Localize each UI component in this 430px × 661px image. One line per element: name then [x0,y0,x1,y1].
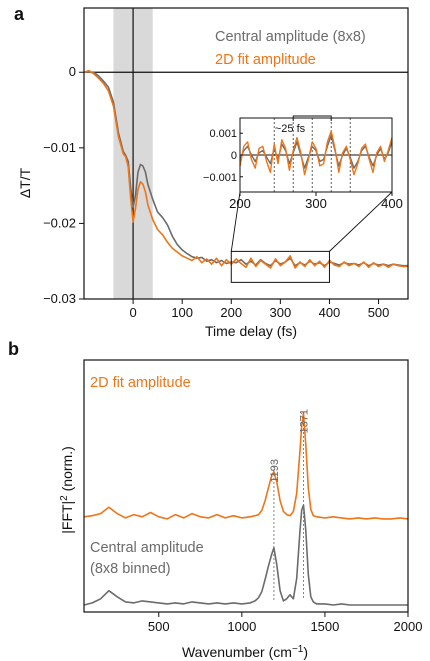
y-tick-label: −0.02 [43,215,76,230]
inset-x-tick-label: 200 [229,196,251,211]
label-2d-fit-amplitude: 2D fit amplitude [90,375,191,391]
legend-2d-fit-amplitude: 2D fit amplitude [215,52,316,68]
panel-b-ylabel: |FFT|2 (norm.) [59,446,76,534]
panel-label-b: b [8,339,19,359]
x-tick-label: 200 [220,305,242,320]
panel-a-xlabel: Time delay (fs) [205,323,297,339]
legend-central-amplitude: Central amplitude (8x8) [215,29,366,45]
x-tick-label-b: 1500 [310,619,339,634]
x-tick-label-b: 1000 [227,619,256,634]
x-tick-label: 300 [270,305,292,320]
inset-period-annotation: ~25 fs [275,123,306,135]
inset-x-tick-label: 400 [381,196,403,211]
peak-label: 1193 [269,459,281,483]
x-tick-label: 100 [171,305,193,320]
x-tick-label-b: 2000 [394,619,423,634]
y-tick-label: 0 [69,64,76,79]
peak-label: 1371 [298,409,310,433]
fft-line-central [83,504,408,606]
fft-line-fit [83,412,409,520]
x-tick-label-b: 500 [148,619,170,634]
inset-y-tick-label: −0.001 [203,172,237,184]
plot-frame-b [83,359,409,613]
plot-frame [83,7,409,300]
zoom-connector-left [230,191,241,252]
inset-y-tick-label: 0.001 [209,128,237,140]
panel-label-a: a [14,4,25,24]
panel-b-xlabel: Wavenumber (cm−1) [182,644,308,661]
zoom-connector-right [329,191,393,252]
zoom-box [230,250,330,283]
series-line-fit [83,69,408,269]
x-tick-label: 400 [319,305,341,320]
inset-y-tick-label: 0 [231,150,237,162]
x-tick-label: 0 [129,305,136,320]
panel-a-ylabel: ΔT/T [17,167,33,198]
panel-b-chart: 1193 1371 500 1000 1500 2000 [83,359,423,634]
panel-a-chart: 0 100 200 300 400 500 0 −0.01 −0.02 −0.03 200 300 40… [43,7,409,320]
y-tick-label: −0.03 [43,291,76,306]
y-tick-label: −0.01 [43,140,76,155]
label-central-amplitude: Central amplitude [90,540,204,556]
label-central-binned: (8x8 binned) [90,561,171,577]
x-tick-label: 500 [368,305,390,320]
inset-x-tick-label: 300 [305,196,327,211]
inset-line-fit [239,130,393,176]
